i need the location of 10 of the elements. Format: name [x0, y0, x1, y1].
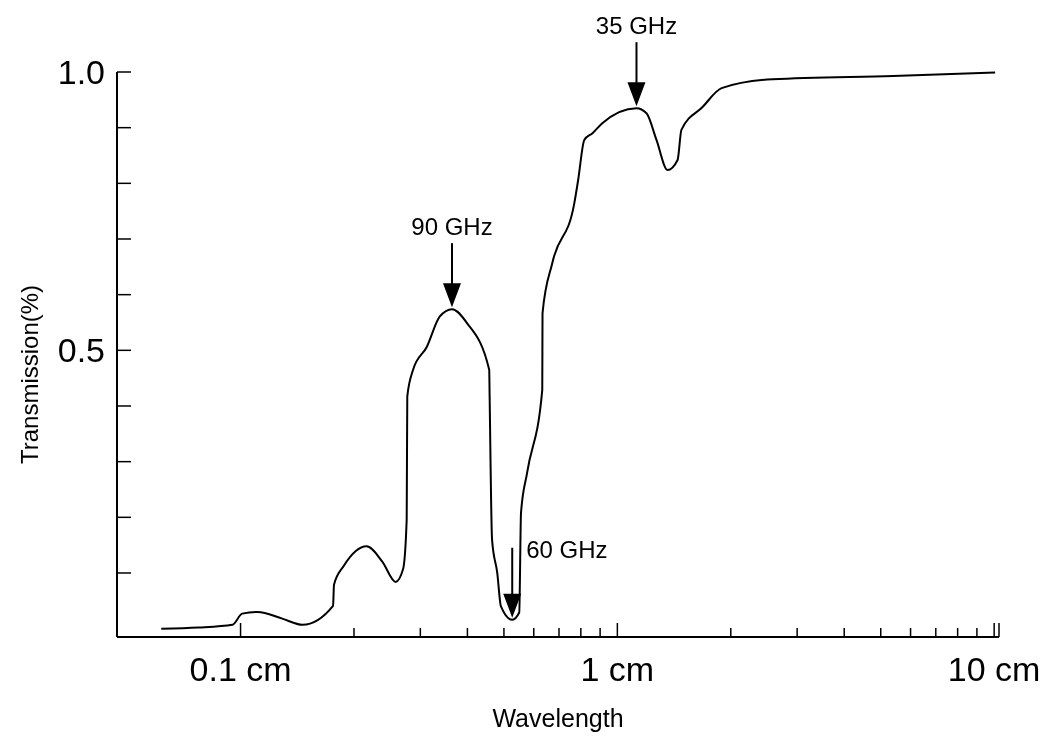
x-tick-label: 10 cm [947, 650, 1041, 688]
y-tick-label: 1.0 [57, 52, 105, 91]
annotation: 60 GHz [526, 535, 608, 563]
x-axis-title: Wavelength [492, 704, 624, 732]
y-axis-title: Transmission(%) [16, 284, 43, 465]
annotation: 90 GHz [411, 213, 493, 241]
x-tick-label: 1 cm [580, 650, 655, 688]
annotation: 35 GHz [595, 12, 678, 40]
y-tick-label: 0.5 [57, 331, 105, 370]
x-tick-label: 0.1 cm [189, 650, 292, 688]
